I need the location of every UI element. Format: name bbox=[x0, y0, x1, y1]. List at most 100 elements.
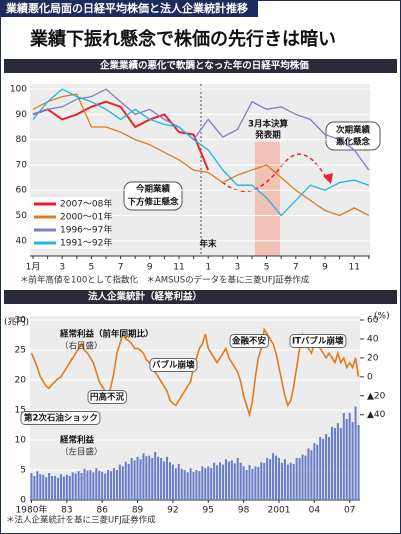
bar bbox=[33, 476, 36, 500]
bar bbox=[224, 459, 227, 500]
bar bbox=[124, 461, 127, 500]
bar bbox=[186, 472, 189, 500]
bar bbox=[357, 425, 360, 500]
legend-label: 1996～97年 bbox=[60, 224, 112, 236]
bar bbox=[292, 464, 295, 500]
y-tick-label: 40 bbox=[16, 236, 28, 246]
x-tick-label: 7 bbox=[118, 263, 124, 273]
bar bbox=[139, 459, 142, 500]
y-tick-label: 60 bbox=[16, 186, 28, 196]
bar bbox=[227, 461, 230, 500]
bar bbox=[189, 468, 192, 500]
annotation: 年末 bbox=[199, 239, 217, 250]
bar bbox=[330, 426, 334, 500]
bar bbox=[239, 462, 242, 500]
legend-label: 経常利益（前年同期比） bbox=[59, 329, 154, 340]
series-line bbox=[32, 88, 370, 217]
annotation-box bbox=[229, 334, 270, 348]
bar bbox=[219, 462, 222, 500]
y-tick-label: 10 bbox=[15, 436, 27, 446]
annotation: 下方修正懸念 bbox=[127, 197, 179, 208]
bar bbox=[83, 468, 86, 500]
bar bbox=[51, 476, 54, 500]
bar bbox=[104, 473, 107, 500]
bar bbox=[304, 455, 307, 500]
bar bbox=[316, 444, 319, 500]
bar bbox=[54, 476, 57, 500]
section-title: 企業業績の悪化で軟調となった年の日経平均株価 bbox=[99, 60, 309, 72]
bar bbox=[98, 470, 101, 500]
bar bbox=[313, 443, 316, 500]
section-bar bbox=[4, 290, 397, 304]
arrow-head bbox=[323, 173, 333, 184]
bar bbox=[310, 450, 313, 500]
bar bbox=[201, 466, 204, 500]
bar bbox=[348, 413, 351, 500]
y2-axis-label: (%) bbox=[374, 312, 390, 322]
bar bbox=[322, 438, 325, 500]
bar bbox=[136, 456, 139, 500]
bar bbox=[45, 477, 48, 500]
bar bbox=[177, 464, 180, 500]
y2-tick-label: 0 bbox=[367, 372, 373, 382]
bar bbox=[230, 460, 233, 500]
x-tick-label: 3 bbox=[59, 263, 65, 273]
bar bbox=[145, 456, 148, 500]
x-tick-label: 04 bbox=[309, 506, 321, 516]
legend-label: 1991～92年 bbox=[60, 237, 112, 249]
x-tick-label: 1980年 bbox=[16, 504, 48, 516]
y2-tick-label: ▲20 bbox=[367, 391, 386, 401]
headline: 業績下振れ懸念で株価の先行きは暗い bbox=[29, 28, 336, 50]
x-tick-label: 86 bbox=[96, 506, 108, 516]
bar bbox=[213, 462, 216, 500]
bar bbox=[121, 466, 124, 500]
bar bbox=[59, 474, 62, 500]
bar bbox=[118, 464, 121, 500]
bar bbox=[266, 458, 269, 500]
legend-label: 経常利益 bbox=[59, 435, 95, 446]
x-tick-label: 1 bbox=[205, 263, 211, 273]
annotation: ITバブル崩壊 bbox=[292, 336, 344, 347]
y-tick-label: 80 bbox=[16, 135, 28, 145]
series-line bbox=[32, 100, 210, 171]
y-tick-label: 0 bbox=[20, 496, 26, 506]
source-note: ＊前年高値を100として指数化 ＊AMSUSのデータを基に三菱UFJ証券作成 bbox=[20, 275, 310, 286]
bar bbox=[86, 470, 89, 500]
annotation: 発表期 bbox=[254, 130, 281, 141]
annotation: 次期業績 bbox=[336, 125, 371, 136]
x-tick-label: 95 bbox=[203, 506, 214, 516]
bar bbox=[342, 413, 345, 500]
y2-tick-label: 40 bbox=[367, 334, 379, 344]
bar bbox=[289, 462, 292, 500]
x-tick-label: 92 bbox=[167, 506, 178, 516]
x-tick-label: 5 bbox=[264, 263, 270, 273]
x-tick-label: 2001 bbox=[268, 506, 291, 516]
bar bbox=[148, 455, 151, 500]
bar bbox=[345, 419, 348, 500]
x-tick-label: 11 bbox=[348, 263, 359, 273]
y2-tick-label: 20 bbox=[367, 353, 379, 363]
y-tick-label: 100 bbox=[10, 85, 27, 95]
bar bbox=[154, 452, 157, 500]
bar bbox=[109, 471, 113, 500]
section-title: 法人企業統計（経常利益） bbox=[88, 291, 202, 303]
bar bbox=[133, 460, 136, 500]
bar bbox=[280, 462, 283, 500]
annotation-box bbox=[20, 411, 101, 425]
bar bbox=[221, 464, 225, 500]
annotation: 金融不安 bbox=[232, 336, 267, 347]
bar bbox=[89, 470, 92, 500]
bar bbox=[198, 471, 201, 500]
series-line bbox=[32, 88, 370, 171]
bar bbox=[163, 461, 166, 500]
bar bbox=[248, 465, 251, 500]
bar bbox=[56, 477, 60, 500]
bar bbox=[160, 458, 163, 500]
legend-scale-note: （右目盛） bbox=[60, 341, 103, 352]
bar bbox=[301, 454, 304, 500]
bar bbox=[254, 466, 257, 500]
y2-tick-label: ▲40 bbox=[367, 410, 386, 420]
annotation-box bbox=[87, 390, 128, 404]
bar bbox=[42, 474, 45, 500]
bar bbox=[251, 468, 254, 500]
